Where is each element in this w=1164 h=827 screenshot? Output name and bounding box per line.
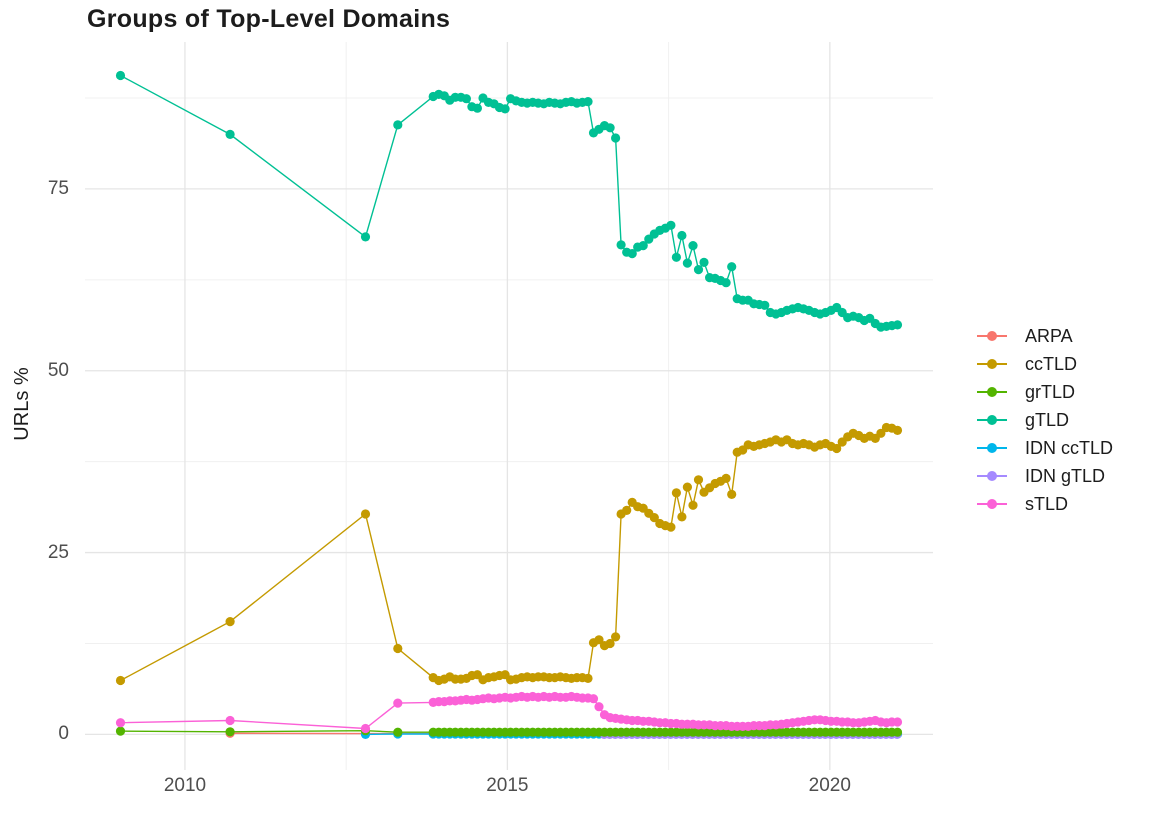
data-point — [721, 473, 731, 483]
data-point — [360, 509, 371, 519]
data-point — [594, 702, 604, 712]
data-point — [688, 241, 698, 251]
data-point — [225, 617, 235, 627]
data-point — [461, 94, 471, 104]
data-point — [677, 512, 687, 522]
data-point — [892, 320, 903, 330]
x-tick-label: 2010 — [163, 775, 207, 796]
data-point — [892, 425, 903, 435]
data-point — [682, 482, 693, 492]
data-point — [115, 675, 126, 686]
data-point — [605, 123, 615, 133]
y-tick-label: 0 — [58, 723, 69, 745]
y-tick-label: 25 — [47, 541, 69, 563]
legend-item-grtld: grTLD — [977, 378, 1113, 406]
series-stld — [115, 691, 903, 734]
legend-label: gTLD — [1025, 409, 1070, 430]
data-point — [892, 717, 903, 727]
data-point — [225, 715, 235, 726]
data-point — [616, 240, 626, 250]
legend-label: sTLD — [1025, 493, 1069, 514]
data-point — [638, 241, 648, 251]
legend: ARPA ccTLD grTLD gTLD IDN ccTLD IDN gTLD sTLD — [977, 322, 1113, 518]
data-point — [360, 232, 371, 242]
legend-key-icon — [977, 495, 1007, 513]
data-point — [832, 443, 842, 454]
data-point — [583, 673, 593, 684]
legend-item-gtld: gTLD — [977, 406, 1113, 434]
legend-item-stld: sTLD — [977, 490, 1113, 518]
gridlines-major — [85, 42, 933, 770]
data-point — [393, 727, 403, 737]
legend-key-icon — [977, 355, 1007, 373]
x-tick-label: 2020 — [808, 775, 851, 796]
legend-key-icon — [977, 411, 1007, 429]
data-point — [225, 129, 235, 139]
data-point — [693, 475, 704, 485]
series-cctld — [115, 422, 903, 686]
data-point — [393, 698, 403, 708]
data-point — [622, 505, 632, 515]
legend-label: ARPA — [1025, 325, 1073, 346]
data-point — [682, 258, 693, 268]
legend-key-icon — [977, 439, 1007, 457]
data-point — [500, 104, 510, 114]
gridlines-minor — [85, 42, 933, 770]
x-tick-label: 2015 — [486, 775, 529, 796]
data-point — [611, 133, 621, 143]
legend-label: IDN ccTLD — [1025, 437, 1114, 458]
data-point — [472, 103, 482, 113]
data-point — [115, 718, 126, 728]
legend-item-arpa: ARPA — [977, 322, 1113, 350]
y-tick-label: 50 — [47, 359, 69, 381]
data-point — [393, 643, 403, 654]
legend-key-icon — [977, 467, 1007, 485]
data-point — [699, 257, 709, 267]
data-point — [360, 723, 371, 734]
data-point — [666, 220, 676, 230]
data-point — [611, 632, 621, 642]
chart-title: Groups of Top-Level Domains — [87, 5, 451, 33]
data-point — [677, 230, 687, 241]
data-point — [627, 249, 637, 259]
legend-label: ccTLD — [1025, 353, 1078, 374]
data-point — [671, 488, 682, 498]
data-point — [760, 300, 770, 310]
data-point — [649, 513, 659, 523]
data-point — [583, 97, 593, 107]
legend-item-cctld: ccTLD — [977, 350, 1113, 378]
data-point — [115, 726, 126, 736]
data-point — [666, 522, 676, 532]
legend-label: grTLD — [1025, 381, 1076, 402]
data-point — [693, 265, 704, 275]
data-point — [605, 638, 615, 649]
data-point — [393, 120, 403, 130]
data-point — [876, 428, 886, 438]
series-gtld — [115, 70, 903, 332]
data-point — [588, 694, 599, 704]
data-point — [892, 727, 903, 737]
data-point — [115, 70, 126, 81]
legend-label: IDN gTLD — [1025, 465, 1106, 486]
legend-item-idn-gtld: IDN gTLD — [977, 462, 1113, 490]
legend-key-icon — [977, 327, 1007, 345]
legend-key-icon — [977, 383, 1007, 401]
data-point — [225, 727, 235, 737]
data-point — [721, 278, 731, 288]
legend-item-idn-cctld: IDN ccTLD — [977, 434, 1113, 462]
y-tick-label: 75 — [47, 177, 69, 199]
data-point — [594, 635, 604, 645]
data-point — [727, 489, 737, 499]
data-point — [727, 262, 737, 272]
data-point — [671, 252, 682, 262]
data-point — [688, 500, 698, 510]
